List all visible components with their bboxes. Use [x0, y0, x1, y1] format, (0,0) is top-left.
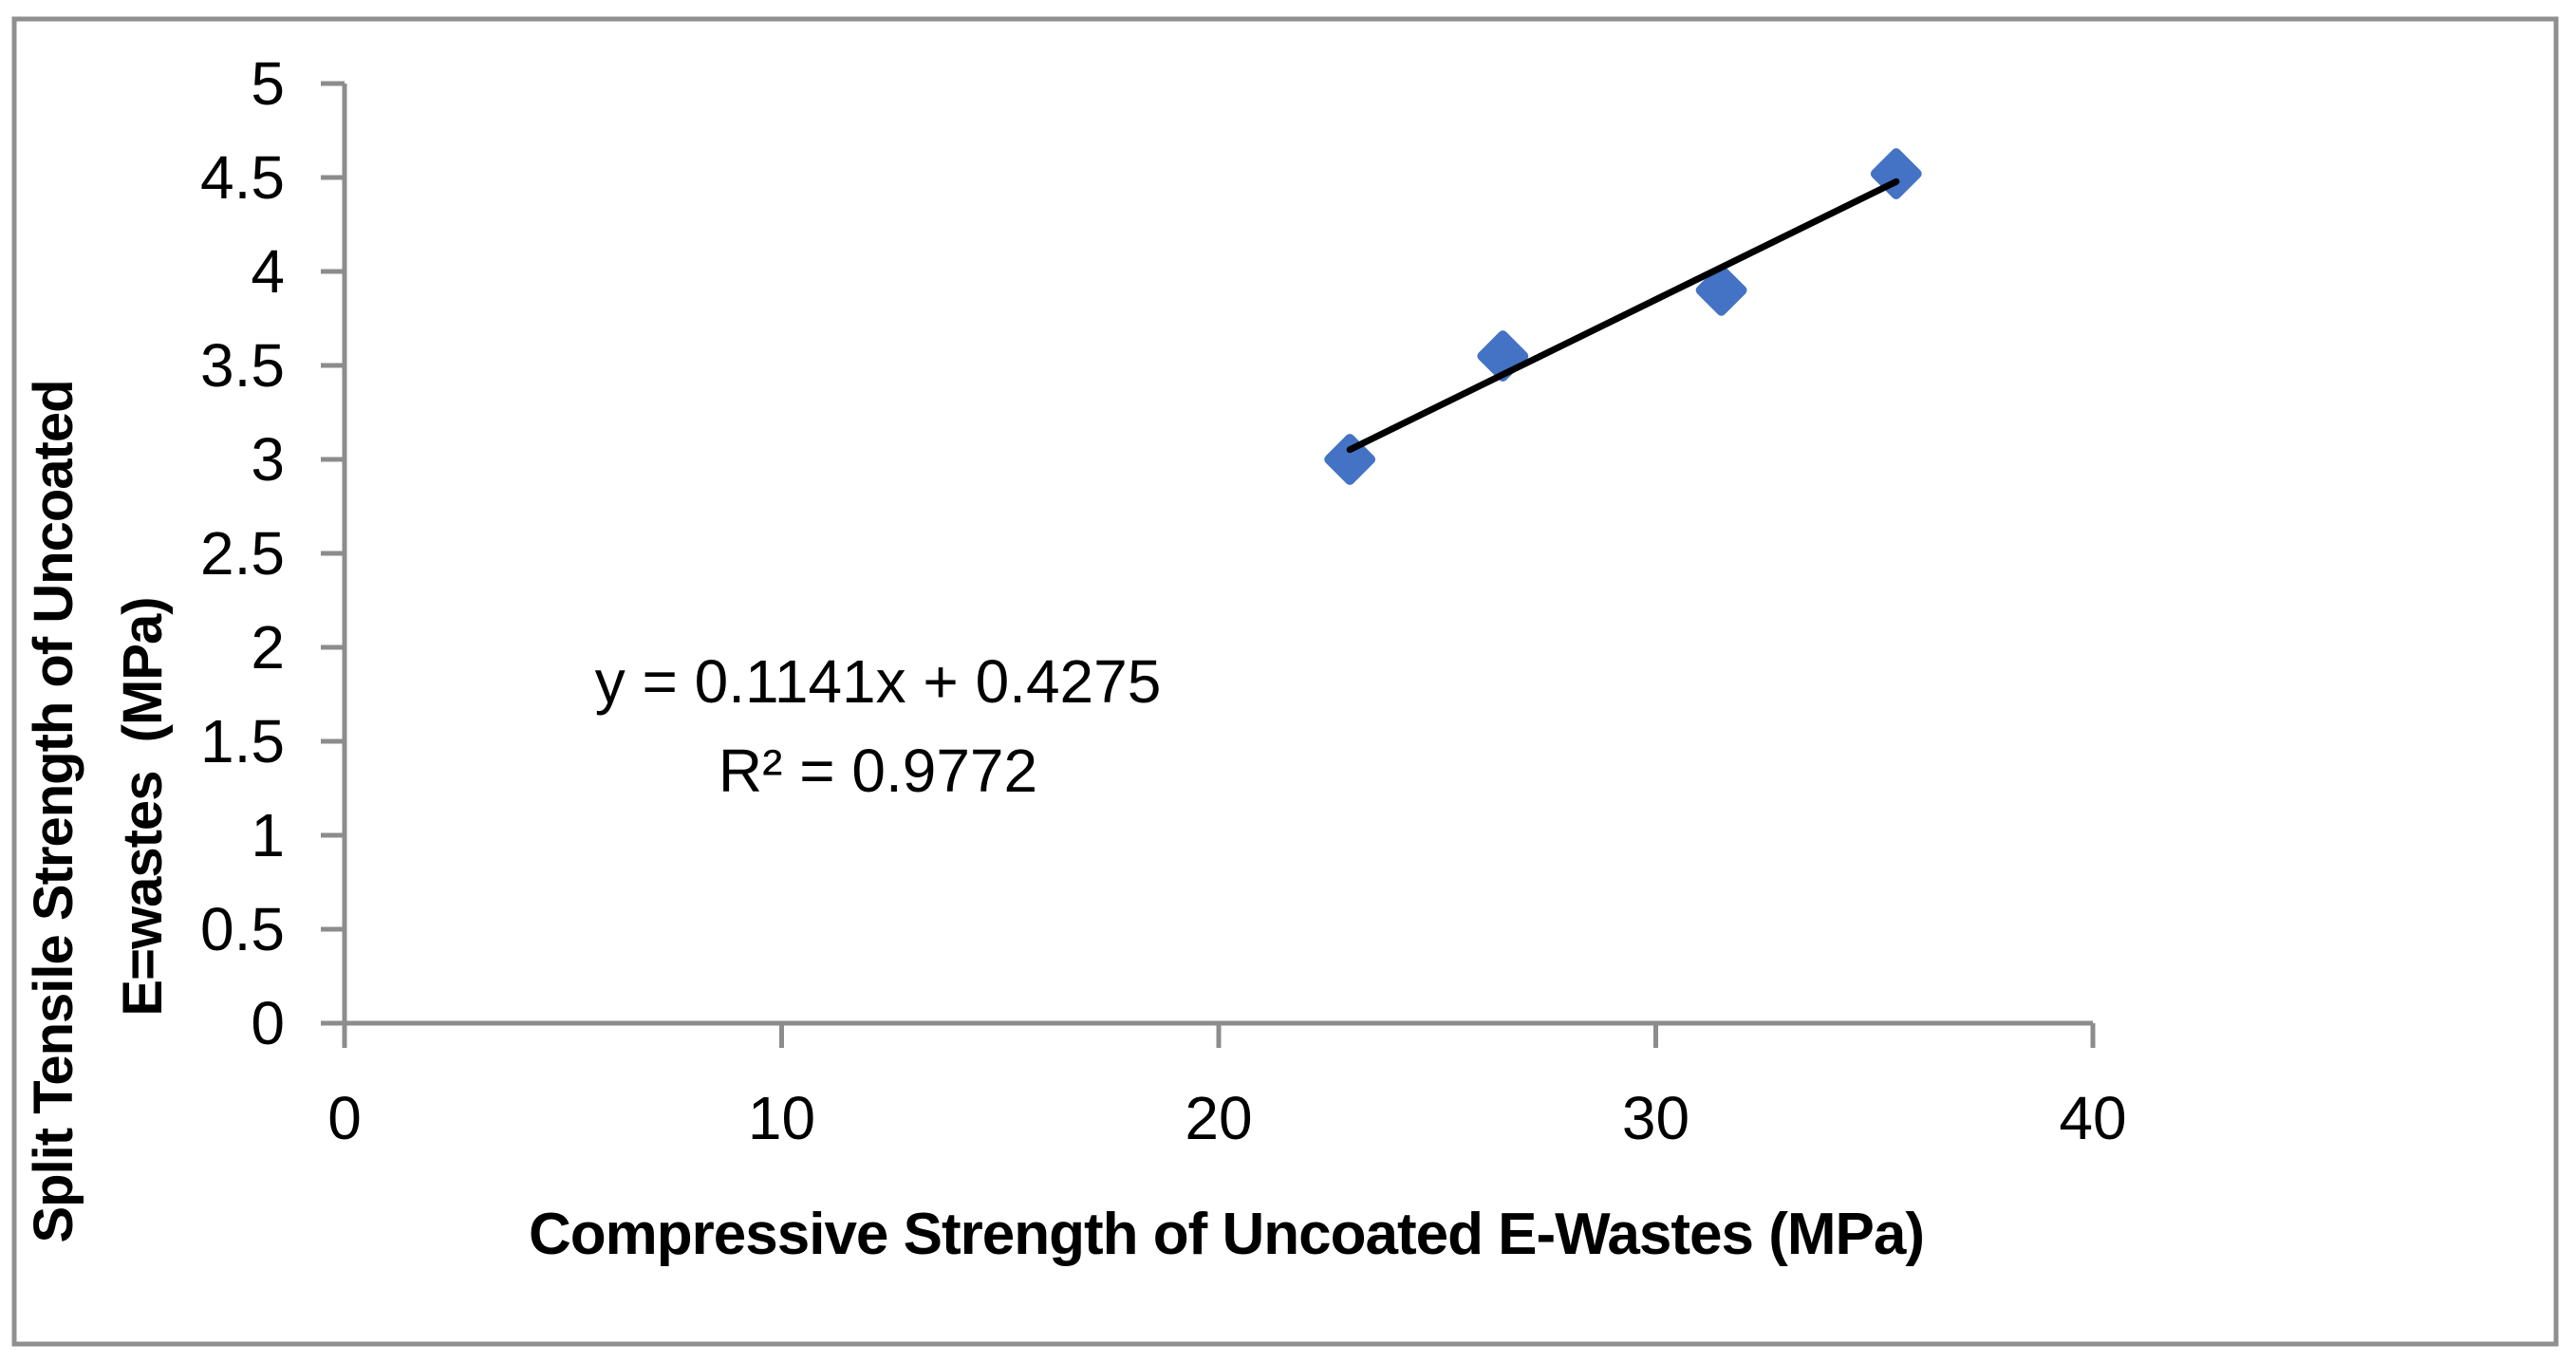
y-axis-tick-label: 2.5	[200, 519, 285, 588]
trendline	[1346, 177, 1900, 454]
y-axis-tick-label: 2	[251, 613, 285, 682]
x-axis-tick-label: 0	[327, 1084, 362, 1152]
data-point-marker	[1695, 264, 1747, 316]
trendline-line	[1346, 177, 1900, 454]
y-axis-title-line2: E=wastes (MPa)	[112, 597, 174, 1016]
x-axis-tick-label: 10	[748, 1084, 815, 1152]
y-axis-tick-label: 4	[251, 237, 285, 306]
y-axis-tick-label: 4.5	[200, 143, 285, 212]
chart-border	[11, 16, 2559, 1347]
y-axis-tick-label: 3.5	[200, 331, 285, 400]
y-axis-tick-label: 0.5	[200, 895, 285, 963]
y-axis-tick-label: 0	[251, 989, 285, 1057]
y-axis-title-line1: Split Tensile Strength of Uncoated	[23, 380, 84, 1242]
x-axis-tick-label: 40	[2059, 1084, 2126, 1152]
trendline-equation-label: y = 0.1141x + 0.4275	[595, 647, 1162, 716]
y-axis-tick-label: 5	[251, 49, 285, 118]
y-axis-tick-label: 3	[251, 425, 285, 494]
x-axis-title: Compressive Strength of Uncoated E-Waste…	[529, 1202, 1924, 1267]
y-axis-tick-label: 1	[251, 801, 285, 869]
y-axis-tick-label: 1.5	[200, 707, 285, 775]
x-axis-tick-label: 30	[1622, 1084, 1689, 1152]
trendline-r-squared-label: R² = 0.9772	[719, 737, 1037, 805]
axes: 0 10 20 30 40 0 0.5 1 1.5 2 2.5 3 3.5 4 4.5 5	[200, 49, 2127, 1152]
x-axis-tick-label: 20	[1185, 1084, 1252, 1152]
